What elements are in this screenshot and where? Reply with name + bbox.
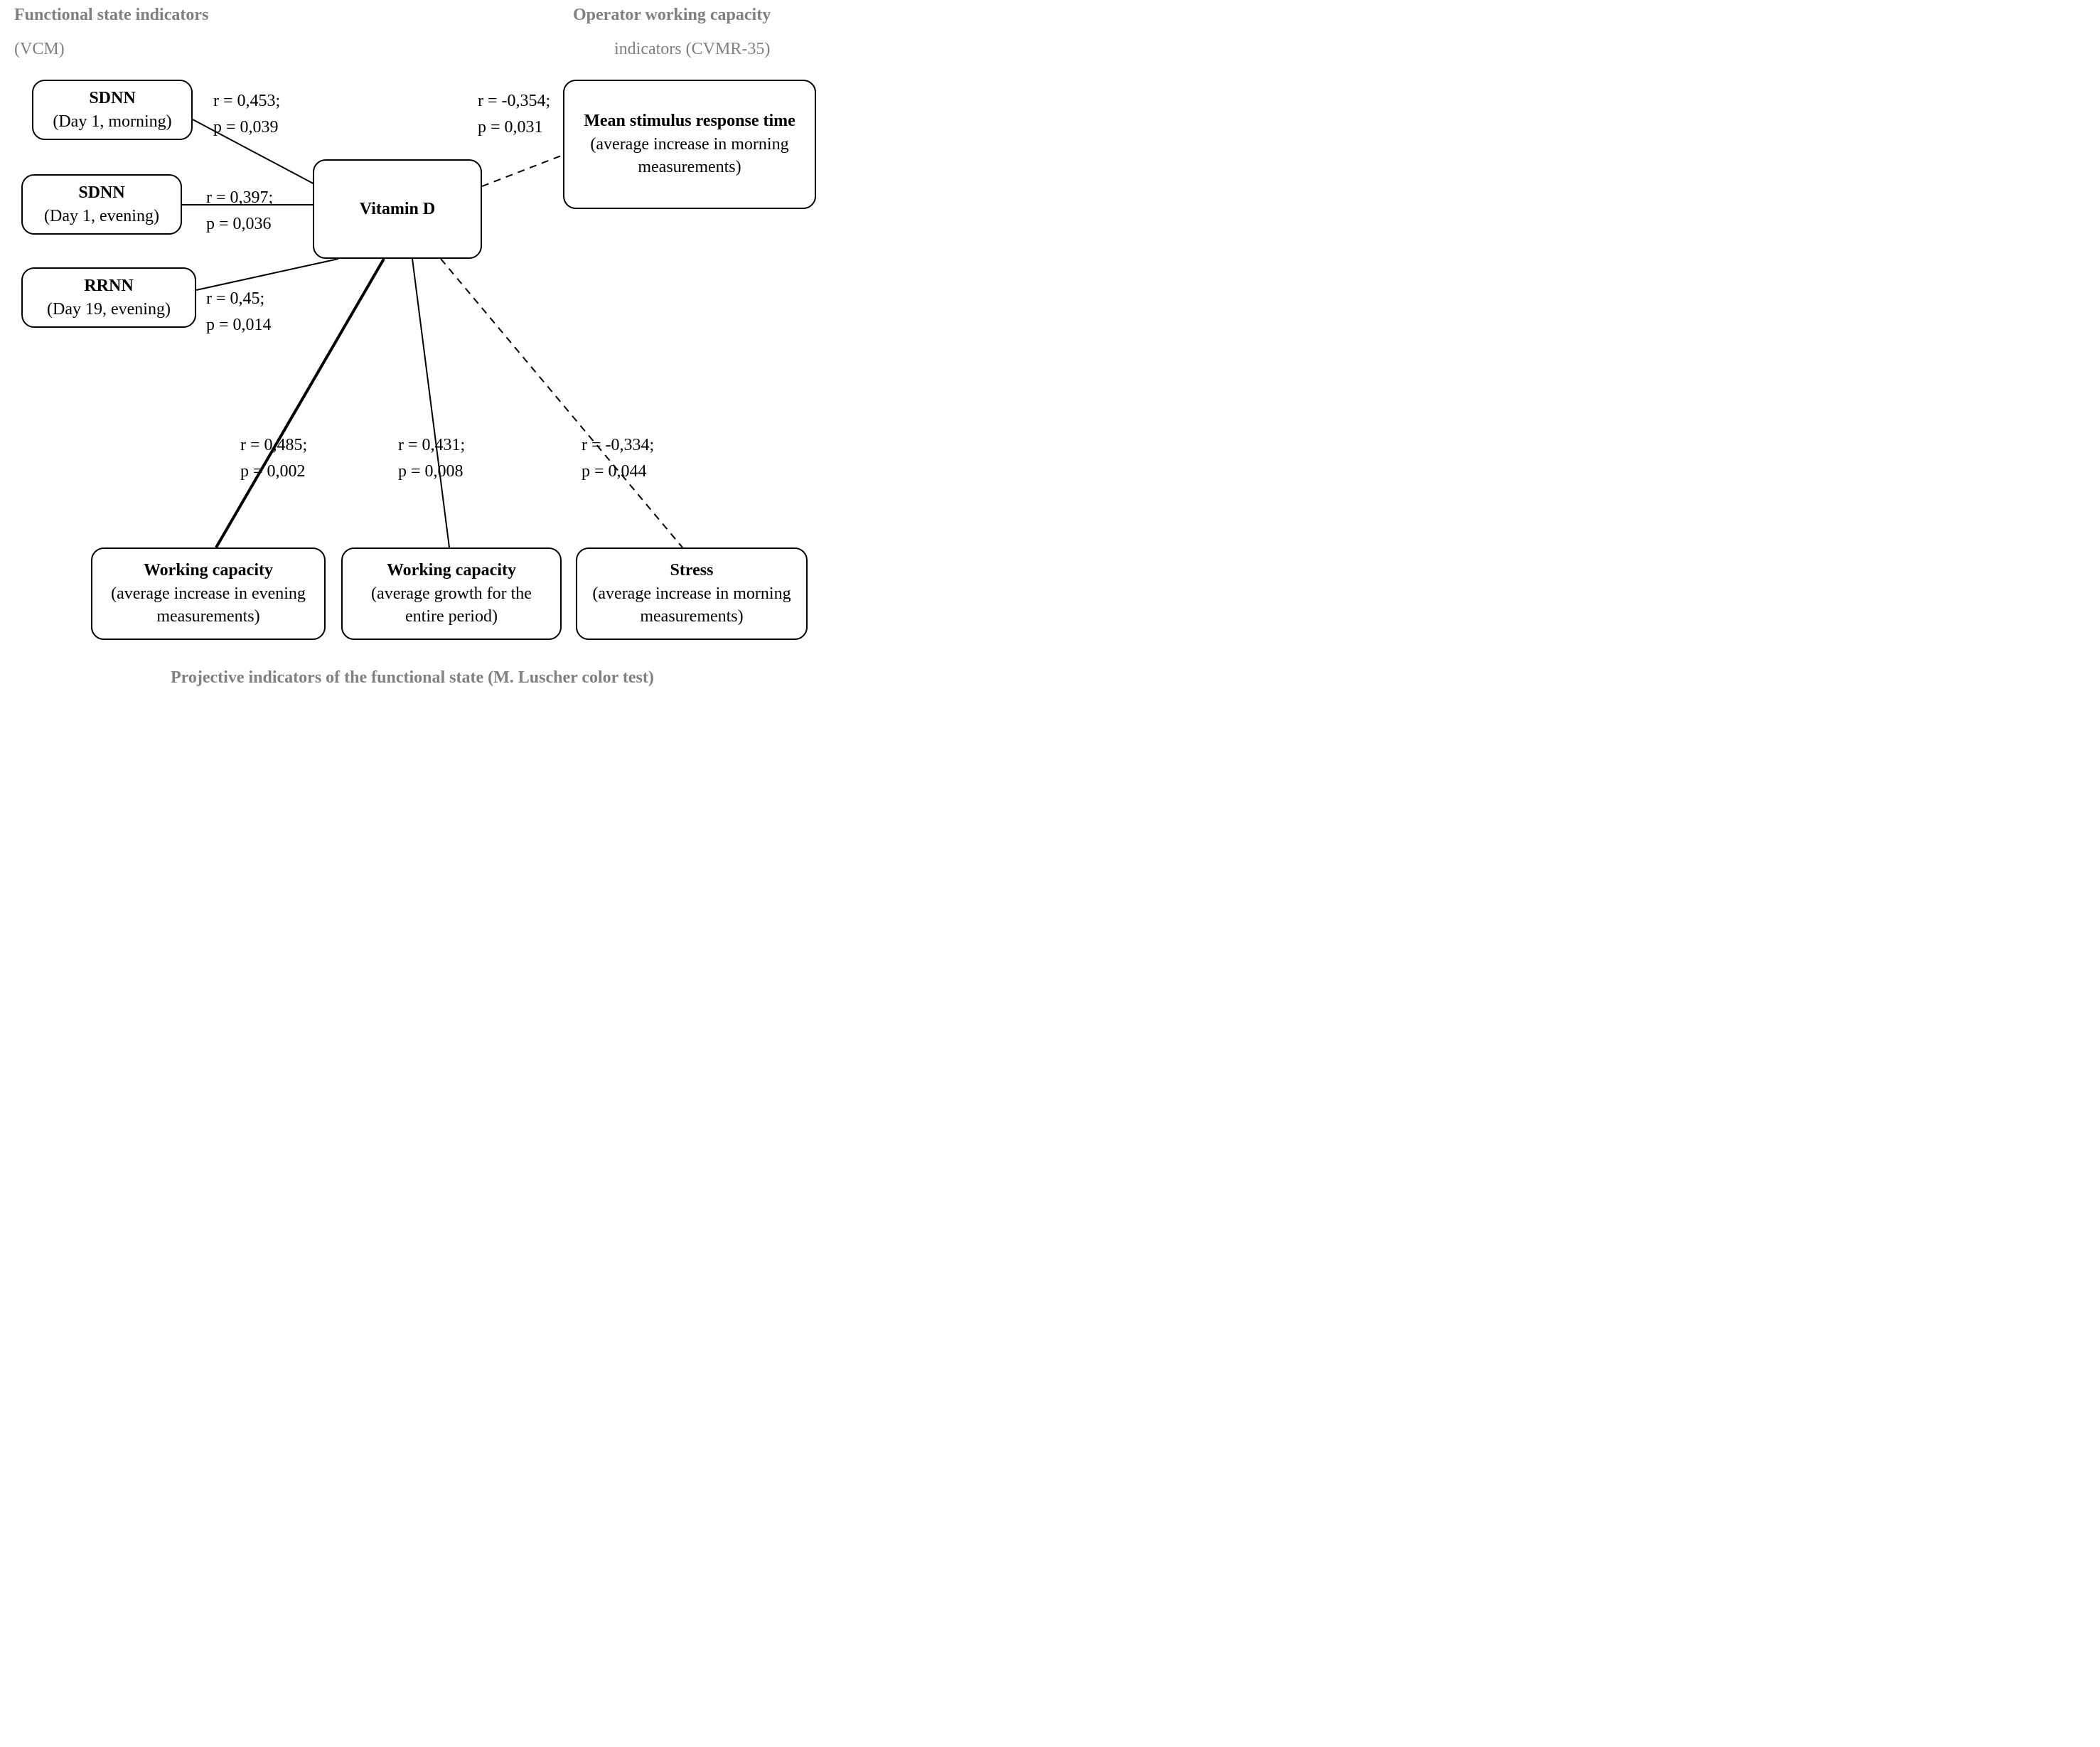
diagram-stage: Functional state indicators (VCM) Operat… xyxy=(0,0,840,699)
edge-p-value: p = 0,039 xyxy=(213,114,280,141)
node-title: SDNN xyxy=(78,181,124,204)
node-title: Working capacity xyxy=(144,559,273,582)
node-working-capacity-period: Working capacity (average growth for the… xyxy=(341,547,562,640)
node-response-time: Mean stimulus response time (average inc… xyxy=(563,80,816,209)
node-title: RRNN xyxy=(84,274,133,297)
node-title: SDNN xyxy=(89,87,135,109)
edge-p-value: p = 0,044 xyxy=(582,459,654,485)
node-title: Stress xyxy=(670,559,714,582)
section-label-projective: Projective indicators of the functional … xyxy=(171,668,654,688)
node-title: Working capacity xyxy=(387,559,516,582)
edge-label: r = 0,397;p = 0,036 xyxy=(206,185,273,237)
edge-line xyxy=(412,259,449,547)
edge-p-value: p = 0,008 xyxy=(398,459,465,485)
edge-label: r = -0,354;p = 0,031 xyxy=(478,88,550,141)
node-sdnn-day1-morning: SDNN (Day 1, morning) xyxy=(32,80,193,140)
edge-p-value: p = 0,031 xyxy=(478,114,550,141)
edge-p-value: p = 0,014 xyxy=(206,312,272,338)
edge-r-value: r = 0,45; xyxy=(206,286,272,312)
node-title: Vitamin D xyxy=(360,198,435,220)
node-sub: (average growth for the entire period) xyxy=(350,582,553,629)
edge-label: r = 0,453;p = 0,039 xyxy=(213,88,280,141)
edge-p-value: p = 0,036 xyxy=(206,211,273,237)
edge-line xyxy=(482,155,563,186)
section-label-functional-sub: (VCM) xyxy=(14,40,65,59)
node-title: Mean stimulus response time xyxy=(584,109,795,132)
edge-label: r = -0,334;p = 0,044 xyxy=(582,432,654,485)
section-label-operator-sub: indicators (CVMR-35) xyxy=(614,40,770,59)
section-label-operator: Operator working capacity xyxy=(573,6,771,25)
edge-label: r = 0,45;p = 0,014 xyxy=(206,286,272,338)
edge-r-value: r = 0,453; xyxy=(213,88,280,114)
node-working-capacity-evening: Working capacity (average increase in ev… xyxy=(91,547,326,640)
node-sub: (average increase in morning measurement… xyxy=(572,133,808,179)
edge-r-value: r = -0,354; xyxy=(478,88,550,114)
edge-r-value: r = 0,397; xyxy=(206,185,273,211)
node-vitamin-d: Vitamin D xyxy=(313,159,482,259)
node-sub: (Day 1, morning) xyxy=(53,110,171,133)
edge-label: r = 0,431;p = 0,008 xyxy=(398,432,465,485)
node-sub: (Day 1, evening) xyxy=(44,205,159,228)
node-stress: Stress (average increase in morning meas… xyxy=(576,547,808,640)
node-sdnn-day1-evening: SDNN (Day 1, evening) xyxy=(21,174,182,235)
node-sub: (average increase in evening measurement… xyxy=(100,582,317,629)
edge-p-value: p = 0,002 xyxy=(240,459,307,485)
edge-line xyxy=(441,259,682,547)
section-label-functional: Functional state indicators xyxy=(14,6,208,25)
node-rrnn-day19-evening: RRNN (Day 19, evening) xyxy=(21,267,196,328)
edge-r-value: r = 0,431; xyxy=(398,432,465,459)
edge-label: r = 0,485;p = 0,002 xyxy=(240,432,307,485)
edge-r-value: r = -0,334; xyxy=(582,432,654,459)
node-sub: (Day 19, evening) xyxy=(47,298,171,321)
node-sub: (average increase in morning measurement… xyxy=(584,582,799,629)
edge-r-value: r = 0,485; xyxy=(240,432,307,459)
